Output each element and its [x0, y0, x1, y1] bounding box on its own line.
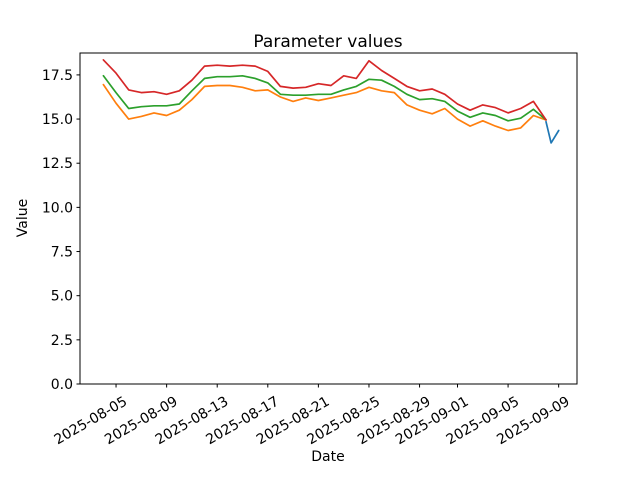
y-axis-tick-label: 15.0 [42, 112, 73, 128]
series-line-blue-series [545, 120, 560, 144]
series-line-orange-series [102, 83, 547, 132]
y-axis-tick-label: 10.0 [42, 200, 73, 216]
y-axis-tick-label: 7.5 [51, 245, 73, 261]
series-line-green-series [102, 74, 547, 122]
y-axis-tick-label: 17.5 [42, 68, 73, 84]
chart-title: Parameter values [253, 32, 403, 52]
y-axis-tick-label: 0.0 [51, 377, 73, 393]
y-axis-tick-label: 2.5 [51, 333, 73, 349]
x-axis-label: Date [311, 449, 345, 465]
series-line-red-series [102, 59, 547, 121]
y-axis-tick-label: 5.0 [51, 289, 73, 305]
y-axis-tick-label: 12.5 [42, 156, 73, 172]
axes-spines [79, 52, 578, 385]
